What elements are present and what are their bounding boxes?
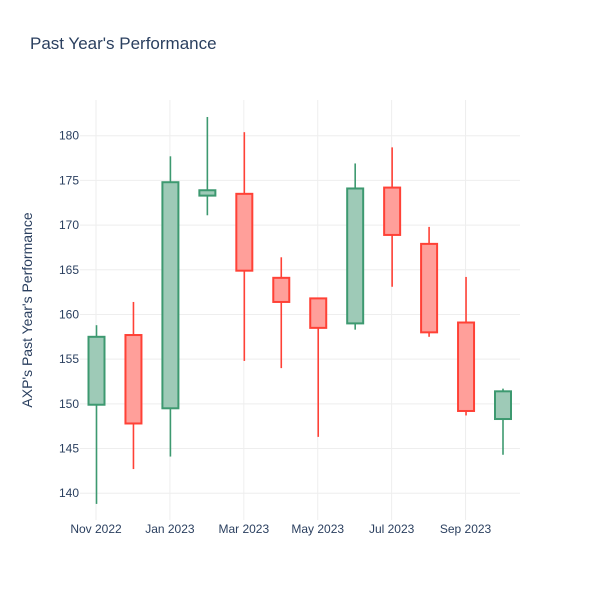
candle [272, 257, 291, 369]
candle-body [309, 297, 328, 329]
candle-body [494, 390, 512, 421]
candle-body [124, 334, 143, 425]
candle [383, 147, 402, 287]
candle [494, 388, 512, 455]
x-tick-label: Mar 2023 [218, 522, 269, 536]
candle-body [272, 276, 291, 303]
x-tick-label: Nov 2022 [70, 522, 122, 536]
x-tick-label: Sep 2023 [440, 522, 492, 536]
x-tick-label: May 2023 [291, 522, 344, 536]
y-tick-label: 160 [59, 307, 79, 321]
candle-body [346, 187, 365, 325]
y-tick-label: 180 [59, 129, 79, 143]
y-tick-label: 175 [59, 173, 79, 187]
candle-body [235, 192, 254, 272]
chart-title: Past Year's Performance [30, 34, 217, 53]
candle-body [198, 189, 217, 197]
candle [161, 156, 180, 457]
x-tick-labels: Nov 2022 Jan 2023 Mar 2023 May 2023 Jul 2023… [70, 522, 491, 536]
candle [124, 301, 143, 470]
y-axis-label: AXP's Past Year's Performance [19, 212, 35, 407]
y-tick-label: 155 [59, 352, 79, 366]
x-tick-label: Jan 2023 [145, 522, 195, 536]
candles [87, 116, 512, 504]
candle [198, 116, 217, 216]
candle-body [161, 181, 180, 410]
candle-body [383, 186, 402, 236]
x-tick-label: Jul 2023 [369, 522, 415, 536]
candle [87, 325, 106, 504]
candle [235, 132, 254, 361]
y-tick-label: 170 [59, 218, 79, 232]
y-tick-label: 140 [59, 486, 79, 500]
candle [457, 276, 476, 416]
gridlines [80, 100, 520, 520]
y-tick-label: 145 [59, 442, 79, 456]
candle-body [457, 321, 476, 412]
candle-body [87, 335, 106, 406]
candle [309, 297, 328, 437]
candle [420, 226, 439, 337]
y-tick-labels: 140 145 150 155 160 165 170 175 180 [59, 129, 79, 500]
y-tick-label: 150 [59, 397, 79, 411]
y-tick-label: 165 [59, 263, 79, 277]
candle-body [420, 242, 439, 334]
candle [346, 163, 365, 330]
